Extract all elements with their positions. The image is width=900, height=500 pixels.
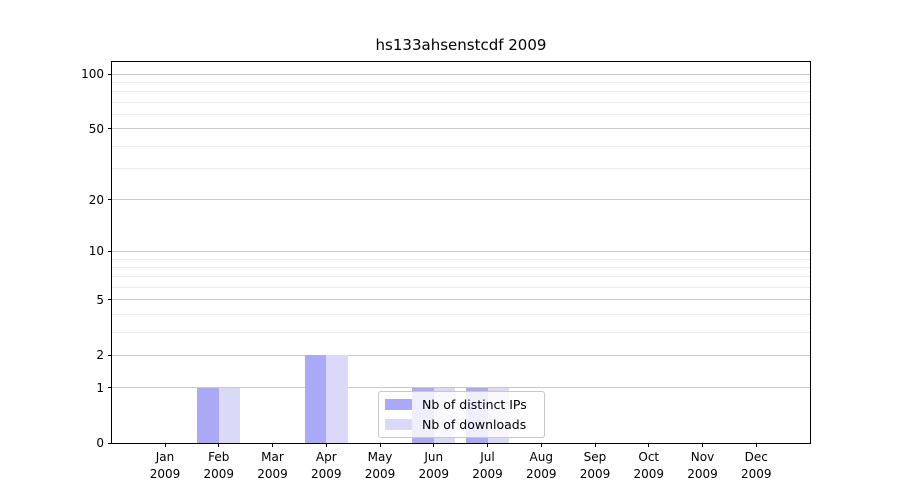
x-tick-month: Feb — [208, 450, 230, 464]
y-tick — [108, 299, 112, 301]
y-gridline-minor — [112, 331, 810, 333]
y-gridline-minor — [112, 258, 810, 260]
x-tick-label: Sep 2009 — [580, 449, 611, 483]
legend-label-downloads: Nb of downloads — [422, 417, 527, 432]
y-gridline-major — [112, 250, 810, 252]
x-tick-year: 2009 — [418, 466, 450, 481]
plot-area: Nb of distinct IPs Nb of downloads 0 1 2 5 1… — [81, 61, 811, 481]
y-gridline-minor — [112, 101, 810, 103]
x-tick-year: 2009 — [364, 466, 396, 481]
legend-label-distinct-ips: Nb of distinct IPs — [422, 397, 527, 412]
x-tick-month: Apr — [315, 450, 337, 464]
y-tick-label: 10 — [88, 244, 104, 259]
y-gridline-minor — [112, 287, 810, 288]
x-tick — [755, 443, 757, 447]
y-gridline-major — [112, 354, 810, 356]
x-tick — [272, 443, 273, 447]
y-tick — [108, 199, 112, 201]
legend-swatch-downloads — [385, 419, 412, 430]
legend-item-downloads: Nb of downloads — [385, 417, 544, 432]
x-tick-year: 2009 — [740, 466, 772, 481]
x-tick-label: Aug 2009 — [526, 449, 557, 483]
bar-downloads — [218, 387, 241, 443]
x-tick-label: Jun 2009 — [418, 449, 449, 483]
x-tick-year: 2009 — [525, 466, 557, 481]
x-tick-year: 2009 — [633, 466, 665, 481]
y-gridline-minor — [112, 313, 810, 315]
x-tick-label: Dec 2009 — [741, 449, 772, 483]
x-tick-label: Feb 2009 — [203, 449, 234, 483]
x-tick-month: Oct — [638, 450, 660, 464]
x-tick — [325, 443, 327, 447]
y-tick-label: 1 — [96, 380, 104, 395]
x-tick-month: Nov — [690, 450, 715, 464]
bar-downloads — [326, 355, 348, 443]
x-tick-year: 2009 — [310, 466, 342, 481]
y-tick-label: 100 — [81, 67, 104, 82]
y-tick — [108, 128, 112, 130]
y-tick — [108, 250, 112, 252]
y-tick — [108, 387, 112, 389]
x-tick-year: 2009 — [257, 466, 288, 481]
y-gridline-major — [112, 387, 810, 389]
x-tick-label: Nov 2009 — [687, 449, 718, 483]
x-tick-year: 2009 — [472, 466, 503, 481]
x-tick — [487, 443, 488, 447]
x-tick-month: Jun — [424, 450, 444, 464]
x-tick — [164, 443, 166, 447]
y-gridline-minor — [112, 168, 810, 170]
x-tick-label: Mar 2009 — [257, 449, 288, 483]
legend: Nb of distinct IPs Nb of downloads — [378, 391, 545, 438]
x-tick-year: 2009 — [687, 466, 718, 481]
x-tick-label: May 2009 — [365, 449, 396, 483]
chart-title: hs133ahsenstcdf 2009 — [375, 36, 547, 54]
y-tick-label: 50 — [88, 121, 104, 136]
x-tick — [433, 443, 435, 447]
legend-swatch-distinct-ips — [385, 399, 412, 410]
x-tick-year: 2009 — [149, 466, 181, 481]
x-tick-label: Jul 2009 — [472, 449, 503, 483]
x-tick — [540, 443, 542, 447]
y-gridline-minor — [112, 266, 810, 268]
y-gridline-major — [112, 128, 810, 130]
bar-distinct-ips — [197, 387, 219, 443]
y-gridline-minor — [112, 91, 810, 93]
x-tick-month: Dec — [744, 450, 768, 464]
x-tick-month: Mar — [261, 450, 284, 464]
y-tick-label: 20 — [88, 192, 104, 207]
x-tick-month: May — [367, 450, 393, 464]
x-tick — [379, 443, 381, 447]
y-tick-label: 0 — [96, 436, 104, 450]
x-tick-year: 2009 — [203, 466, 235, 481]
x-tick-month: Sep — [583, 450, 607, 464]
y-tick-label: 2 — [96, 348, 104, 363]
x-tick-label: Oct 2009 — [633, 449, 664, 483]
x-tick — [594, 443, 596, 447]
x-tick-month: Jul — [480, 450, 495, 464]
x-tick-label: Jan 2009 — [150, 449, 181, 483]
y-tick — [108, 354, 112, 356]
y-gridline-major — [112, 299, 810, 301]
x-tick-label: Apr 2009 — [311, 449, 342, 483]
y-gridline-minor — [112, 276, 810, 278]
y-gridline-major — [112, 73, 810, 75]
y-tick — [108, 442, 112, 444]
x-tick-month: Aug — [529, 450, 553, 464]
y-gridline-minor — [112, 113, 810, 115]
x-tick — [648, 443, 650, 447]
x-tick-year: 2009 — [579, 466, 611, 481]
y-tick — [108, 73, 112, 75]
x-tick-month: Jan — [155, 450, 175, 464]
y-gridline-minor — [112, 145, 810, 147]
y-gridline-minor — [112, 82, 810, 84]
bar-distinct-ips — [304, 355, 327, 443]
x-tick — [702, 443, 703, 447]
legend-item-distinct-ips: Nb of distinct IPs — [385, 397, 544, 412]
y-gridline-major — [112, 199, 810, 201]
x-tick — [218, 443, 220, 447]
y-tick-label: 5 — [96, 292, 104, 307]
